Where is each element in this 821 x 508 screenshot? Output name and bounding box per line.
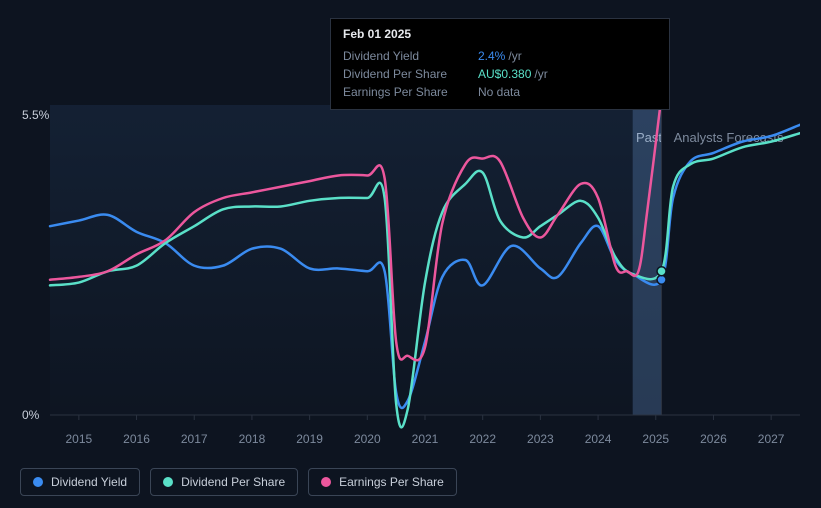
x-axis-label: 2027 — [758, 432, 785, 446]
tooltip-row: Dividend Per ShareAU$0.380/yr — [343, 65, 657, 83]
tooltip-row: Earnings Per ShareNo data — [343, 83, 657, 101]
legend-label: Dividend Yield — [51, 475, 127, 489]
x-axis-label: 2015 — [65, 432, 92, 446]
x-axis-label: 2018 — [239, 432, 266, 446]
tooltip-row-label: Dividend Yield — [343, 49, 478, 63]
legend-label: Dividend Per Share — [181, 475, 285, 489]
legend-dot-icon — [33, 477, 43, 487]
chart-area[interactable] — [20, 105, 800, 445]
x-axis-label: 2017 — [181, 432, 208, 446]
x-axis-label: 2016 — [123, 432, 150, 446]
x-axis-label: 2026 — [700, 432, 727, 446]
legend-dividend-yield[interactable]: Dividend Yield — [20, 468, 140, 496]
tooltip-row-label: Dividend Per Share — [343, 67, 478, 81]
chart-svg — [20, 105, 800, 445]
x-axis-label: 2022 — [469, 432, 496, 446]
tooltip-row-unit: /yr — [534, 67, 547, 81]
tooltip-row-value: AU$0.380 — [478, 67, 531, 81]
tooltip-row-value: No data — [478, 85, 520, 99]
legend-earnings-per-share[interactable]: Earnings Per Share — [308, 468, 457, 496]
legend-label: Earnings Per Share — [339, 475, 444, 489]
legend-dot-icon — [321, 477, 331, 487]
chart-tooltip: Feb 01 2025 Dividend Yield2.4%/yrDividen… — [330, 18, 670, 110]
x-axis-label: 2023 — [527, 432, 554, 446]
legend: Dividend Yield Dividend Per Share Earnings… — [20, 468, 457, 496]
x-axis-label: 2019 — [296, 432, 323, 446]
x-axis-label: 2024 — [585, 432, 612, 446]
x-axis-label: 2021 — [412, 432, 439, 446]
tooltip-row: Dividend Yield2.4%/yr — [343, 47, 657, 65]
legend-dividend-per-share[interactable]: Dividend Per Share — [150, 468, 298, 496]
x-axis-label: 2025 — [642, 432, 669, 446]
tooltip-row-value: 2.4% — [478, 49, 505, 63]
tooltip-row-unit: /yr — [508, 49, 521, 63]
legend-dot-icon — [163, 477, 173, 487]
tooltip-date: Feb 01 2025 — [343, 27, 657, 41]
x-axis-label: 2020 — [354, 432, 381, 446]
x-axis-labels: 2015 2016 2017 2018 2019 2020 2021 2022 2023 2024… — [20, 432, 800, 448]
tooltip-row-label: Earnings Per Share — [343, 85, 478, 99]
